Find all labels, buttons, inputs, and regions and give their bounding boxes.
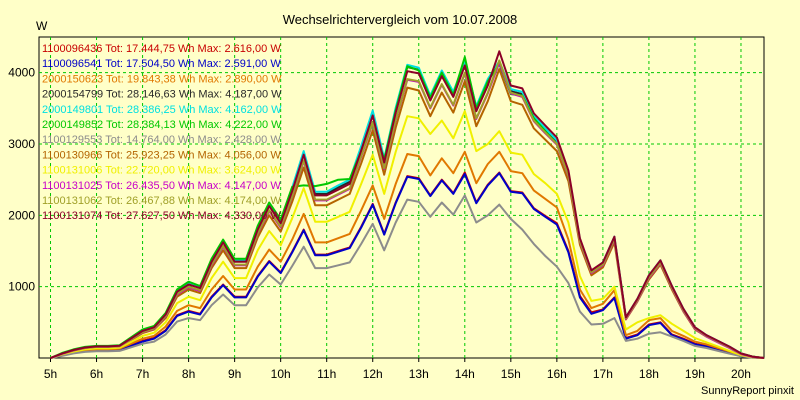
x-tick-label: 18h [639,367,659,381]
legend-entry: 1100131006 Tot: 22.720,00 Wh Max: 3.624,… [42,165,281,177]
y-tick-label: 1000 [8,280,35,294]
x-tick-label: 5h [44,367,57,381]
x-tick-label: 12h [363,367,383,381]
legend-entry: 1100130966 Tot: 25.923,25 Wh Max: 4.056,… [42,149,281,161]
series-line-9 [50,110,765,359]
x-tick-label: 6h [90,367,103,381]
x-tick-label: 13h [409,367,429,381]
series-line-12 [50,50,765,359]
y-axis-ticks: 1000 2000 3000 4000 [8,66,35,294]
legend: 1100096436 Tot: 17.444,75 Wh Max: 2.616,… [42,43,282,222]
chart-title: Wechselrichtervergleich vom 10.07.2008 [283,12,518,27]
legend-entry: 2000149852 Tot: 28.384,13 Wh Max: 4.222,… [42,119,282,131]
y-tick-label: 2000 [8,208,35,222]
series-line-7 [50,194,765,359]
legend-entry: 1100096436 Tot: 17.444,75 Wh Max: 2.616,… [42,43,281,55]
x-tick-label: 8h [182,367,195,381]
legend-entry: 1100131062 Tot: 26.467,88 Wh Max: 4.174,… [42,195,281,207]
legend-entry: 2000154799 Tot: 28.146,63 Wh Max: 4.187,… [42,89,282,101]
x-tick-label: 11h [317,367,336,381]
legend-entry: 1100129553 Tot: 14.764,00 Wh Max: 2.428,… [42,134,281,146]
x-tick-label: 20h [731,367,751,381]
legend-entry: 1100096541 Tot: 17.504,50 Wh Max: 2.591,… [42,58,281,70]
x-axis-ticks: 5h 6h 7h 8h 9h 10h 11h 12h 13h 14h 15h 16h 17h 18h 19h… [44,358,751,381]
series-line-2 [50,172,765,359]
y-axis-label: W [36,19,48,33]
x-tick-label: 17h [593,367,613,381]
legend-entry: 2000150623 Tot: 19.843,38 Wh Max: 2.890,… [42,73,282,85]
legend-entry: 1100131025 Tot: 26.435,50 Wh Max: 4.147,… [42,180,281,192]
series-line-3 [50,150,765,359]
x-tick-label: 7h [136,367,149,381]
x-tick-label: 9h [228,367,241,381]
legend-entry: 1100131074 Tot: 27.627,50 Wh Max: 4.330,… [42,210,281,222]
series-lines [50,50,765,359]
grid-lines [39,37,764,358]
credit-label: SunnyReport pinxit [701,385,794,397]
x-tick-label: 14h [455,367,475,381]
x-tick-label: 19h [685,367,705,381]
y-tick-label: 4000 [8,66,35,80]
y-tick-label: 3000 [8,137,35,151]
legend-entry: 2000149801 Tot: 28.386,25 Wh Max: 4.162,… [42,104,282,116]
x-tick-label: 10h [271,367,291,381]
x-tick-label: 15h [501,367,521,381]
x-tick-label: 16h [547,367,567,381]
